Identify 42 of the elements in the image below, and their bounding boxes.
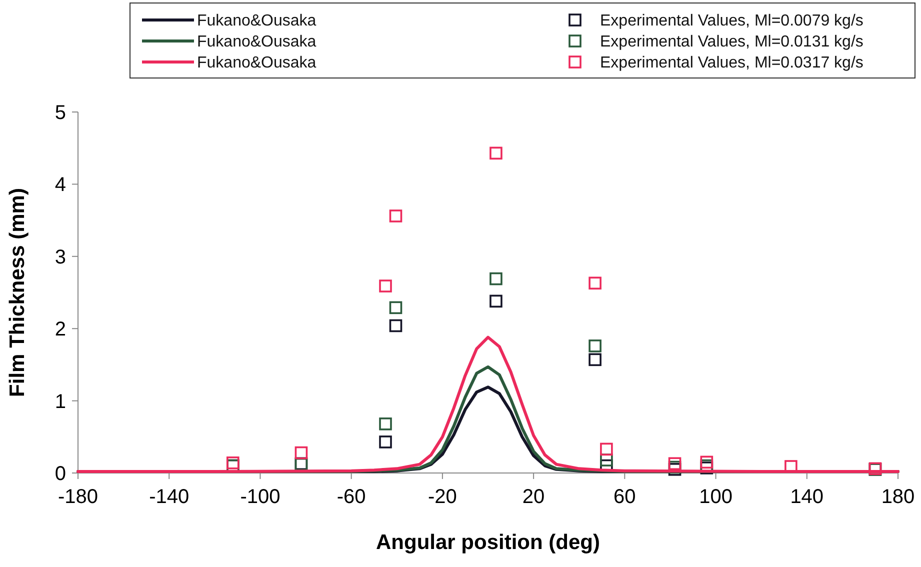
point (389, 319, 402, 332)
point (600, 454, 613, 466)
x-tick-label: 140 (790, 486, 824, 508)
x-tick-label: -100 (240, 486, 280, 508)
x-tick-label: -20 (428, 486, 457, 508)
point (600, 442, 613, 456)
legend-label: Fukano&Ousaka (197, 54, 316, 72)
legend-label: Experimental Values, Ml=0.0131 kg/s (600, 34, 864, 51)
legend-label: Experimental Values, Ml=0.0317 kg/s (600, 54, 864, 72)
point (588, 276, 602, 290)
legend-label: Experimental Values, Ml=0.0079 kg/s (600, 12, 864, 30)
y-tick-label: 2 (54, 318, 66, 341)
point (490, 146, 502, 160)
point (588, 340, 602, 352)
point (379, 436, 392, 448)
x-tick-label: -140 (149, 486, 190, 508)
point (490, 294, 502, 308)
y-tick-label: 3 (54, 246, 66, 268)
point (389, 301, 402, 314)
point (668, 457, 682, 470)
y-tick-label: 0 (54, 463, 66, 485)
x-tick-label: 20 (522, 486, 545, 508)
y-tick-label: 4 (54, 174, 66, 196)
y-tick-label: 1 (54, 390, 66, 413)
legend-label: Fukano&Ousaka (197, 12, 316, 30)
point (389, 210, 402, 222)
point (294, 446, 308, 460)
point (379, 280, 392, 292)
x-tick-label: 100 (699, 486, 732, 508)
point (490, 272, 502, 286)
point (226, 456, 240, 470)
y-axis-title: Film Thickness (mm) (6, 188, 29, 397)
x-tick-label: -180 (58, 486, 98, 508)
x-tick-label: -60 (336, 486, 366, 508)
legend-label: Fukano&Ousaka (197, 34, 316, 51)
y-tick-label: 5 (54, 102, 66, 124)
point (588, 353, 602, 366)
x-tick-label: 180 (881, 486, 915, 508)
point (700, 456, 714, 469)
x-axis-title: Angular position (deg) (376, 531, 600, 554)
point (379, 418, 392, 430)
x-tick-label: 60 (614, 486, 636, 508)
